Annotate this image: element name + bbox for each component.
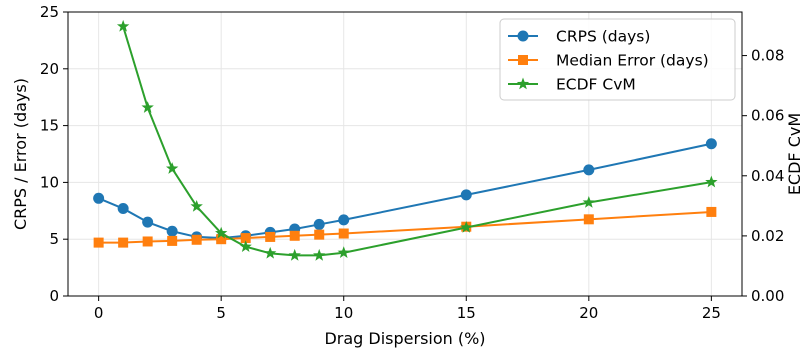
y-left-tick-label: 5 [49, 230, 59, 248]
data-point [190, 199, 203, 212]
data-point [314, 229, 325, 240]
data-point [289, 230, 300, 241]
y-left-tick-label: 25 [40, 3, 59, 21]
x-tick-label: 15 [457, 304, 476, 322]
x-tick-label: 5 [216, 304, 226, 322]
y-left-tick-label: 0 [49, 287, 59, 305]
axes-frame [67, 11, 743, 297]
legend-item: Median Error (days) [508, 52, 709, 70]
data-point [705, 175, 718, 188]
y-right-tick-label: 0.08 [751, 47, 784, 65]
y-right-tick-label: 0.06 [751, 107, 784, 125]
data-point [582, 196, 595, 208]
legend-item: ECDF CvM [508, 76, 636, 94]
data-point [313, 218, 325, 230]
y-axis-right-label: ECDF CvM [785, 113, 804, 195]
data-point [167, 235, 178, 246]
data-point [118, 237, 129, 248]
x-tick-label: 25 [702, 304, 721, 322]
data-point [93, 237, 104, 248]
data-point [239, 240, 252, 252]
data-point [240, 233, 251, 244]
x-tick-label: 0 [94, 304, 104, 322]
series-median-error-days [93, 206, 717, 248]
axis-ticks: 0 5 10 15 20 25 0 5 10 15 20 25 0.00 0.02 0.04 0.06 0.08 [40, 3, 785, 322]
data-point [338, 228, 349, 239]
legend: CRPS (days) Median Error (days) ECDF CvM [499, 18, 736, 101]
legend-item: CRPS (days) [508, 28, 650, 46]
data-point [166, 225, 178, 237]
legend-marker [518, 55, 528, 65]
y-right-tick-label: 0.00 [751, 287, 784, 305]
data-point [215, 226, 228, 239]
series-line [98, 142, 712, 240]
series-ecdf-cvm [116, 19, 718, 261]
data-point [583, 214, 594, 225]
data-point [706, 206, 717, 217]
legend-label: Median Error (days) [556, 52, 709, 70]
legend-box [499, 18, 736, 101]
legend-label: ECDF CvM [556, 76, 636, 94]
series-line [98, 210, 712, 244]
y-right-tick-label: 0.02 [751, 227, 784, 245]
x-tick-label: 10 [334, 304, 353, 322]
data-point [142, 216, 154, 228]
plot-area [93, 19, 718, 261]
data-point [337, 246, 350, 258]
data-point [288, 248, 301, 261]
data-point [705, 138, 717, 150]
legend-label: CRPS (days) [556, 28, 650, 46]
y-left-tick-label: 10 [40, 173, 59, 191]
y-left-tick-label: 20 [40, 60, 59, 78]
y-right-tick-label: 0.04 [751, 167, 784, 185]
data-point [583, 164, 595, 176]
x-axis-label: Drag Dispersion (%) [324, 329, 485, 348]
data-point [116, 19, 130, 32]
data-point [117, 203, 129, 215]
data-point [93, 192, 105, 204]
data-point [265, 231, 276, 242]
legend-marker [516, 77, 530, 90]
data-point [313, 248, 326, 261]
y-axis-left-label: CRPS / Error (days) [11, 78, 30, 230]
data-point [338, 214, 350, 226]
data-point [141, 101, 154, 113]
data-point [460, 189, 472, 201]
data-point [191, 234, 202, 245]
y-left-tick-label: 15 [40, 117, 59, 135]
data-point [460, 220, 473, 233]
legend-marker [517, 30, 529, 42]
data-point [216, 234, 227, 245]
data-point [142, 236, 153, 247]
data-point [165, 162, 179, 174]
data-point [264, 246, 277, 259]
x-tick-label: 20 [579, 304, 598, 322]
